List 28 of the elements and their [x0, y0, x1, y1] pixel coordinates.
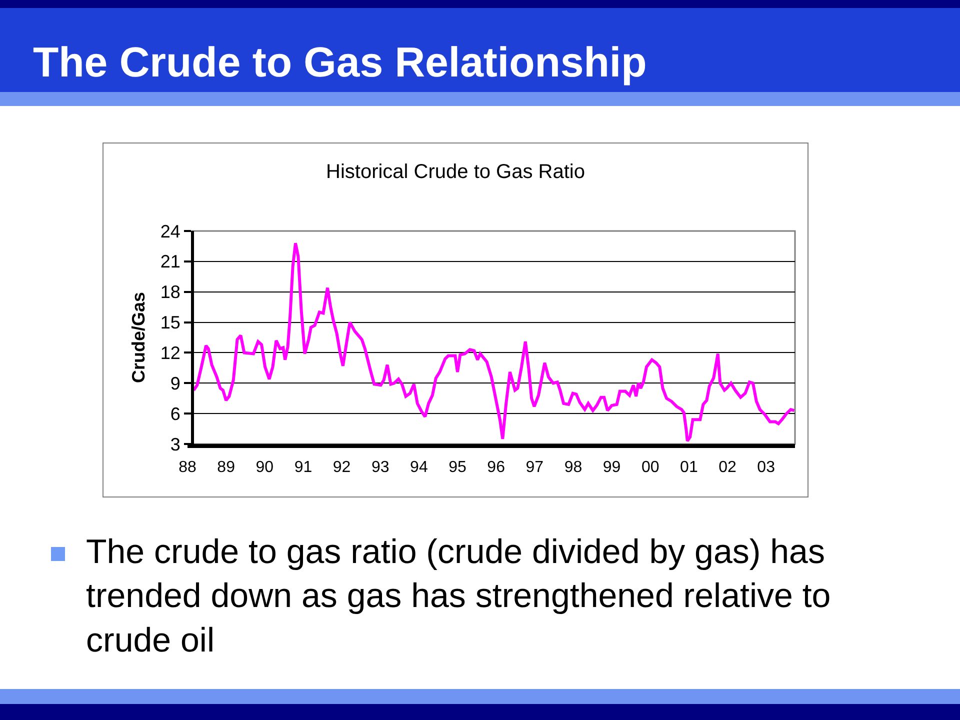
x-tick-label: 03 — [757, 459, 776, 476]
y-tick-label: 21 — [160, 252, 180, 272]
x-tick-label: 94 — [410, 459, 428, 476]
chart-subtitle: Historical Crude to Gas Ratio — [326, 161, 585, 183]
x-tick-label: 91 — [294, 459, 312, 476]
chart-title: The Crude to Gas Relationship — [33, 38, 647, 86]
x-tick-label: 01 — [680, 459, 698, 476]
text: The crude to gas ratio (crude divided by gas) has trended down as gas has strengthened relative to crude oil — [86, 533, 831, 660]
x-tick-label: 00 — [641, 459, 660, 476]
y-tick-label: 18 — [160, 282, 180, 302]
x-tick-label: 93 — [371, 459, 390, 476]
x-tick-label: 92 — [332, 459, 351, 476]
x-tick-label: 02 — [718, 459, 736, 476]
x-tick-label: 88 — [178, 459, 196, 476]
x-tick-label: 95 — [448, 459, 466, 476]
x-tick-label: 99 — [602, 459, 621, 476]
x-tick-label: 97 — [526, 459, 544, 476]
y-tick-label: 6 — [170, 404, 180, 424]
x-tick-label: 89 — [217, 459, 236, 476]
x-tick-label: 98 — [564, 459, 582, 476]
y-tick-label: 12 — [160, 343, 180, 364]
y-tick-label: 15 — [160, 312, 180, 333]
y-tick-label: 24 — [160, 221, 180, 242]
y-axis-title: Crude/Gas — [128, 292, 149, 384]
y-tick-label: 9 — [170, 373, 180, 394]
y-tick-label: 3 — [170, 434, 180, 454]
x-tick-label: 96 — [487, 459, 506, 476]
x-tick-label: 90 — [256, 459, 274, 476]
